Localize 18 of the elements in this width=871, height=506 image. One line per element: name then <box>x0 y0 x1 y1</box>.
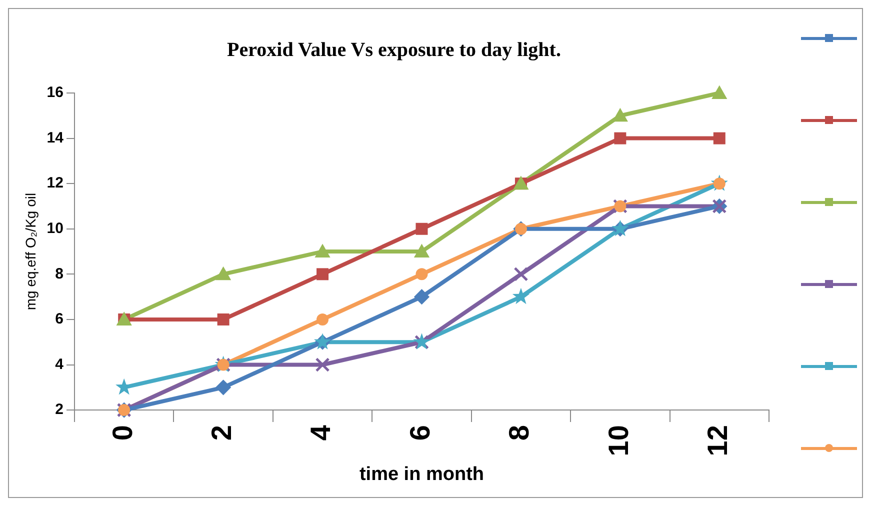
y-tick-label: 12 <box>46 174 64 192</box>
chart-title: Peroxid Value Vs exposure to day light. <box>227 39 561 62</box>
x-tick-label: 2 <box>206 425 238 441</box>
y-tick-label: 8 <box>55 265 64 282</box>
y-tick-label: 14 <box>46 129 64 146</box>
y-tick-label: 4 <box>55 356 64 373</box>
x-tick-label: 8 <box>504 425 535 441</box>
y-axis-title: mg eq.eff O₂/Kg oil <box>22 192 38 310</box>
y-tick-label: 16 <box>46 84 64 102</box>
y-tick-label: 2 <box>55 401 64 418</box>
x-tick-label: 12 <box>702 425 734 456</box>
x-tick-label: 10 <box>602 425 634 456</box>
y-tick-label: 6 <box>55 310 64 328</box>
x-axis-title: time in month <box>359 464 484 485</box>
x-tick-label: 4 <box>305 424 336 441</box>
x-tick-label: 0 <box>106 425 138 441</box>
y-tick-label: 10 <box>46 220 64 238</box>
x-tick-label: 6 <box>404 425 436 441</box>
